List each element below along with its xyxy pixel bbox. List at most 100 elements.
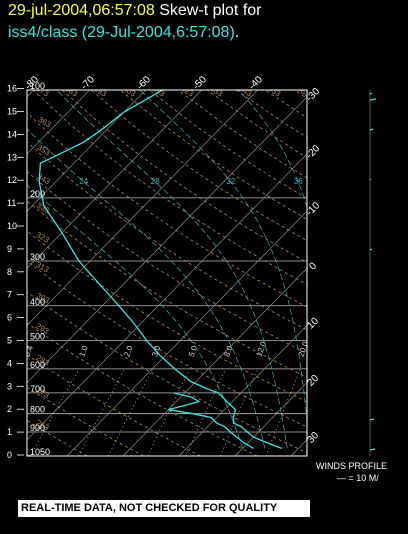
pressure-tick-label: 900 bbox=[30, 423, 45, 433]
dry-adiabat-line bbox=[27, 386, 144, 456]
wind-barb bbox=[369, 92, 373, 95]
dry-adiabat-label: 453 bbox=[266, 84, 283, 99]
wind-barb bbox=[369, 178, 372, 181]
height-km-label: 0 bbox=[7, 450, 12, 460]
pressure-tick-label: 400 bbox=[30, 297, 45, 307]
dry-adiabat-line bbox=[323, 90, 408, 456]
height-km-label: 3 bbox=[7, 381, 12, 391]
title-line-1: 29-jul-2004,06:57:08 Skew-t plot for bbox=[8, 2, 262, 20]
moist-adiabat-line bbox=[139, 90, 307, 425]
height-km-label: 10 bbox=[7, 221, 17, 231]
wind-barb bbox=[369, 128, 374, 131]
dry-adiabat-label: 443 bbox=[237, 84, 254, 99]
title-line-2: iss4/class (29-Jul-2004,6:57:08). bbox=[8, 24, 239, 42]
isotherm-line bbox=[122, 267, 307, 456]
dry-adiabat-line bbox=[27, 111, 307, 308]
isotherm-line bbox=[347, 90, 408, 456]
height-km-label: 16 bbox=[7, 84, 17, 94]
quality-banner: REAL-TIME DATA, NOT CHECKED FOR QUALITY bbox=[18, 500, 310, 517]
mixing-ratio-line bbox=[107, 368, 154, 456]
height-km-label: 5 bbox=[7, 336, 12, 346]
isotherm-line bbox=[27, 90, 202, 269]
height-km-label: 7 bbox=[7, 290, 12, 300]
mixing-ratio-line bbox=[265, 368, 301, 456]
dry-adiabat-line bbox=[27, 419, 88, 456]
height-km-label: 4 bbox=[7, 358, 12, 368]
dewpoint-profile-line bbox=[168, 392, 254, 449]
dry-adiabat-label: 353 bbox=[35, 143, 52, 158]
dry-adiabat-label: 403 bbox=[121, 84, 138, 99]
dry-adiabat-line bbox=[119, 90, 307, 220]
pressure-tick-label: 600 bbox=[30, 360, 45, 370]
dry-adiabat-line bbox=[206, 90, 307, 159]
plot-frame bbox=[26, 89, 308, 457]
pressure-tick-label: 200 bbox=[30, 189, 45, 199]
dry-adiabat-line bbox=[27, 260, 307, 428]
dry-adiabat-line bbox=[177, 90, 307, 179]
temperature-tick-label: 20 bbox=[305, 373, 321, 389]
pressure-tick-label: 300 bbox=[30, 252, 45, 262]
temperature-tick-label: -40 bbox=[247, 74, 265, 92]
dry-adiabat-label: 363 bbox=[36, 115, 53, 130]
temperature-tick-label: 0 bbox=[307, 260, 319, 272]
mixing-ratio-line bbox=[147, 368, 191, 456]
temperature-tick-label: -60 bbox=[135, 74, 153, 92]
height-km-label: 11 bbox=[7, 198, 16, 208]
wind-barb bbox=[369, 418, 375, 421]
pressure-tick-label: 700 bbox=[30, 384, 45, 394]
isotherm-line bbox=[27, 90, 90, 155]
title-period: . bbox=[234, 24, 240, 41]
title-timestamp: 29-jul-2004,06:57:08 bbox=[8, 2, 155, 19]
dry-adiabat-line bbox=[27, 141, 307, 331]
mixing-ratio-line bbox=[185, 368, 226, 456]
pressure-tick-label: 1050 bbox=[30, 447, 50, 457]
dry-adiabat-line bbox=[90, 90, 307, 242]
isotherm-line bbox=[27, 90, 258, 326]
moist-adiabat-label: 28 bbox=[151, 177, 160, 186]
mixing-ratio-label: 5.0 bbox=[187, 344, 199, 358]
isotherm-line bbox=[27, 90, 146, 212]
mixing-ratio-label: 8.0 bbox=[222, 344, 234, 358]
dry-adiabat-label: 313 bbox=[34, 260, 51, 275]
pressure-tick-label: 800 bbox=[30, 405, 45, 415]
pressure-tick-label: 500 bbox=[30, 332, 45, 342]
temperature-tick-label: -70 bbox=[79, 74, 97, 92]
dry-adiabat-line bbox=[148, 90, 307, 199]
dry-adiabat-label: 423 bbox=[179, 84, 196, 99]
height-km-label: 1 bbox=[7, 427, 12, 437]
height-km-label: 2 bbox=[7, 404, 12, 414]
dry-adiabat-line bbox=[27, 291, 307, 454]
mixing-ratio-label: 0.4 bbox=[23, 344, 35, 358]
dry-adiabat-label: 393 bbox=[92, 84, 109, 99]
mixing-ratio-label: 20.0 bbox=[297, 340, 311, 358]
pressure-tick-label: 100 bbox=[30, 81, 45, 91]
height-km-label: 6 bbox=[7, 313, 12, 323]
isotherm-line bbox=[178, 324, 307, 456]
dry-adiabat-label: 343 bbox=[35, 172, 52, 187]
temperature-tick-label: 10 bbox=[305, 315, 321, 331]
height-km-label: 12 bbox=[7, 175, 17, 185]
moist-adiabat-line bbox=[56, 90, 288, 449]
winds-profile bbox=[369, 90, 377, 456]
height-km-label: 9 bbox=[7, 244, 12, 254]
temperature-profile-line bbox=[38, 90, 282, 450]
moist-adiabat-label: 24 bbox=[79, 177, 88, 186]
mixing-ratio-label: 1.0 bbox=[77, 344, 89, 358]
winds-scale-label: — = 10 M/ bbox=[337, 473, 379, 483]
height-km-label: 13 bbox=[7, 152, 17, 162]
dry-adiabat-label: 373 bbox=[34, 84, 51, 99]
mixing-ratio-line bbox=[220, 368, 259, 456]
height-km-label: 8 bbox=[7, 267, 12, 277]
wind-barb bbox=[369, 248, 373, 251]
moist-adiabat-line bbox=[27, 128, 266, 449]
mixing-ratio-line bbox=[78, 368, 125, 456]
isotherm-line bbox=[27, 90, 34, 98]
moist-adiabat-label: 20 bbox=[19, 177, 28, 186]
dry-adiabat-line bbox=[27, 230, 307, 403]
wind-barb bbox=[369, 98, 377, 101]
isotherm-line bbox=[27, 153, 307, 441]
moist-adiabat-label: 36 bbox=[294, 177, 303, 186]
title-text: Skew-t plot for bbox=[159, 2, 262, 19]
